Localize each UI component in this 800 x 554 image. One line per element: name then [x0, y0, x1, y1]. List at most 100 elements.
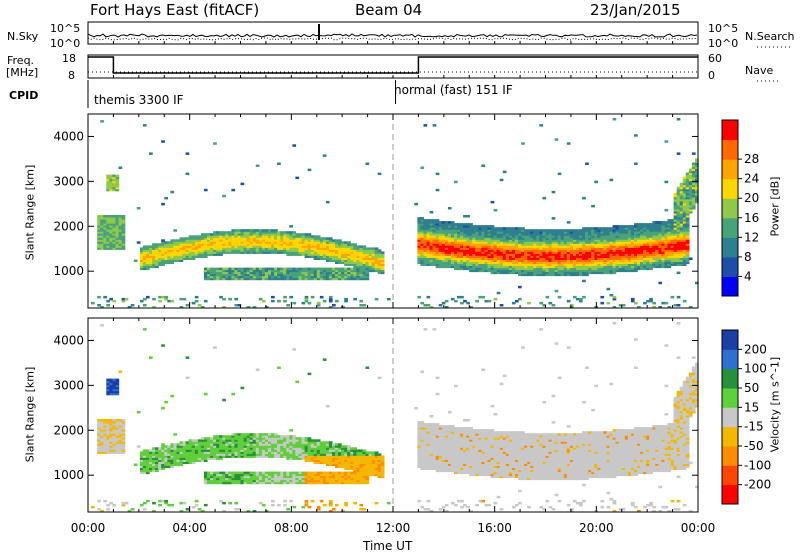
power-cell — [444, 231, 449, 234]
power-cell — [621, 227, 626, 230]
power-cell — [207, 247, 211, 250]
power-cell — [676, 209, 681, 212]
power-cell — [661, 241, 666, 244]
velocity-cell — [197, 451, 202, 454]
power-cell — [356, 267, 361, 271]
power-cell — [188, 243, 193, 246]
power-cell — [283, 299, 287, 303]
power-cell — [234, 271, 239, 275]
power-cell — [588, 269, 592, 273]
power-cell — [572, 259, 577, 262]
power-cell — [457, 245, 461, 248]
velocity-cell — [283, 437, 287, 440]
power-cell — [423, 261, 428, 264]
power-cell — [353, 271, 357, 275]
velocity-cell — [173, 453, 178, 456]
velocity-cell — [255, 477, 260, 481]
power-cell — [109, 186, 113, 190]
velocity-cell — [139, 471, 144, 475]
power-cell — [213, 241, 217, 244]
velocity-cell — [194, 457, 199, 460]
power-cell — [554, 265, 559, 269]
power-cell — [670, 295, 675, 299]
power-cell — [511, 261, 516, 264]
power-cell — [576, 249, 580, 252]
velocity-cell — [100, 510, 104, 513]
velocity-cell — [188, 449, 193, 452]
velocity-cell — [173, 457, 178, 460]
power-cell — [472, 233, 476, 236]
power-cell — [466, 265, 470, 269]
power-cell — [643, 241, 647, 244]
velocity-cell — [182, 461, 187, 464]
power-cell — [466, 229, 470, 232]
power-cell — [307, 267, 312, 271]
power-cell — [161, 253, 165, 256]
power-cell — [194, 235, 199, 238]
power-cell — [545, 257, 550, 260]
power-cell — [213, 231, 217, 234]
velocity-cell — [219, 475, 223, 479]
power-cell — [496, 265, 501, 269]
power-cell — [435, 221, 440, 224]
power-cell — [637, 267, 641, 271]
power-cell — [539, 263, 544, 266]
velocity-cell — [167, 455, 171, 458]
power-cell — [637, 243, 641, 246]
power-cell — [246, 249, 251, 252]
velocity-cell — [286, 481, 290, 485]
power-cell — [670, 221, 675, 224]
power-cell — [469, 237, 473, 240]
power-cell — [469, 229, 473, 232]
power-cell — [216, 233, 220, 236]
power-cell — [676, 217, 681, 220]
power-cell — [609, 227, 614, 230]
power-cell — [228, 239, 232, 242]
power-cell — [240, 269, 245, 273]
power-cell — [481, 164, 486, 167]
velocity-cell — [280, 445, 284, 448]
power-cell — [286, 269, 290, 273]
power-cell — [182, 243, 187, 246]
power-cell — [222, 271, 226, 275]
power-cell — [688, 192, 693, 196]
power-cell — [301, 243, 306, 246]
power-cell — [524, 263, 528, 266]
power-cell — [539, 265, 544, 269]
power-cell — [588, 257, 592, 260]
velocity-cell — [264, 433, 269, 436]
power-cell — [594, 265, 598, 269]
power-cell — [621, 265, 626, 269]
power-cell — [426, 235, 431, 238]
power-cell — [191, 249, 196, 252]
power-cell — [554, 257, 559, 260]
power-cell — [304, 269, 309, 273]
velocity-cell — [274, 475, 278, 479]
power-cell — [450, 243, 455, 246]
power-cell — [380, 253, 385, 256]
power-cell — [652, 235, 656, 238]
power-cell — [521, 229, 525, 232]
velocity-cell — [246, 439, 251, 442]
power-cell — [149, 265, 153, 269]
power-cell — [450, 249, 455, 252]
power-cell — [280, 233, 284, 236]
power-cell — [261, 241, 266, 244]
power-cell — [475, 265, 479, 269]
power-cell — [234, 241, 239, 244]
power-cell — [652, 247, 656, 250]
power-cell — [420, 243, 425, 246]
power-cell — [566, 239, 571, 242]
power-cell — [420, 241, 425, 244]
velocity-cell — [197, 445, 202, 448]
power-cell — [161, 261, 165, 264]
power-cell — [344, 271, 348, 275]
power-cell — [606, 255, 611, 258]
power-cell — [457, 261, 461, 264]
power-cell — [307, 275, 312, 279]
power-cell — [438, 259, 443, 262]
power-cell — [612, 231, 617, 234]
power-cell — [606, 247, 611, 250]
power-cell — [97, 219, 101, 222]
power-cell — [374, 257, 379, 260]
